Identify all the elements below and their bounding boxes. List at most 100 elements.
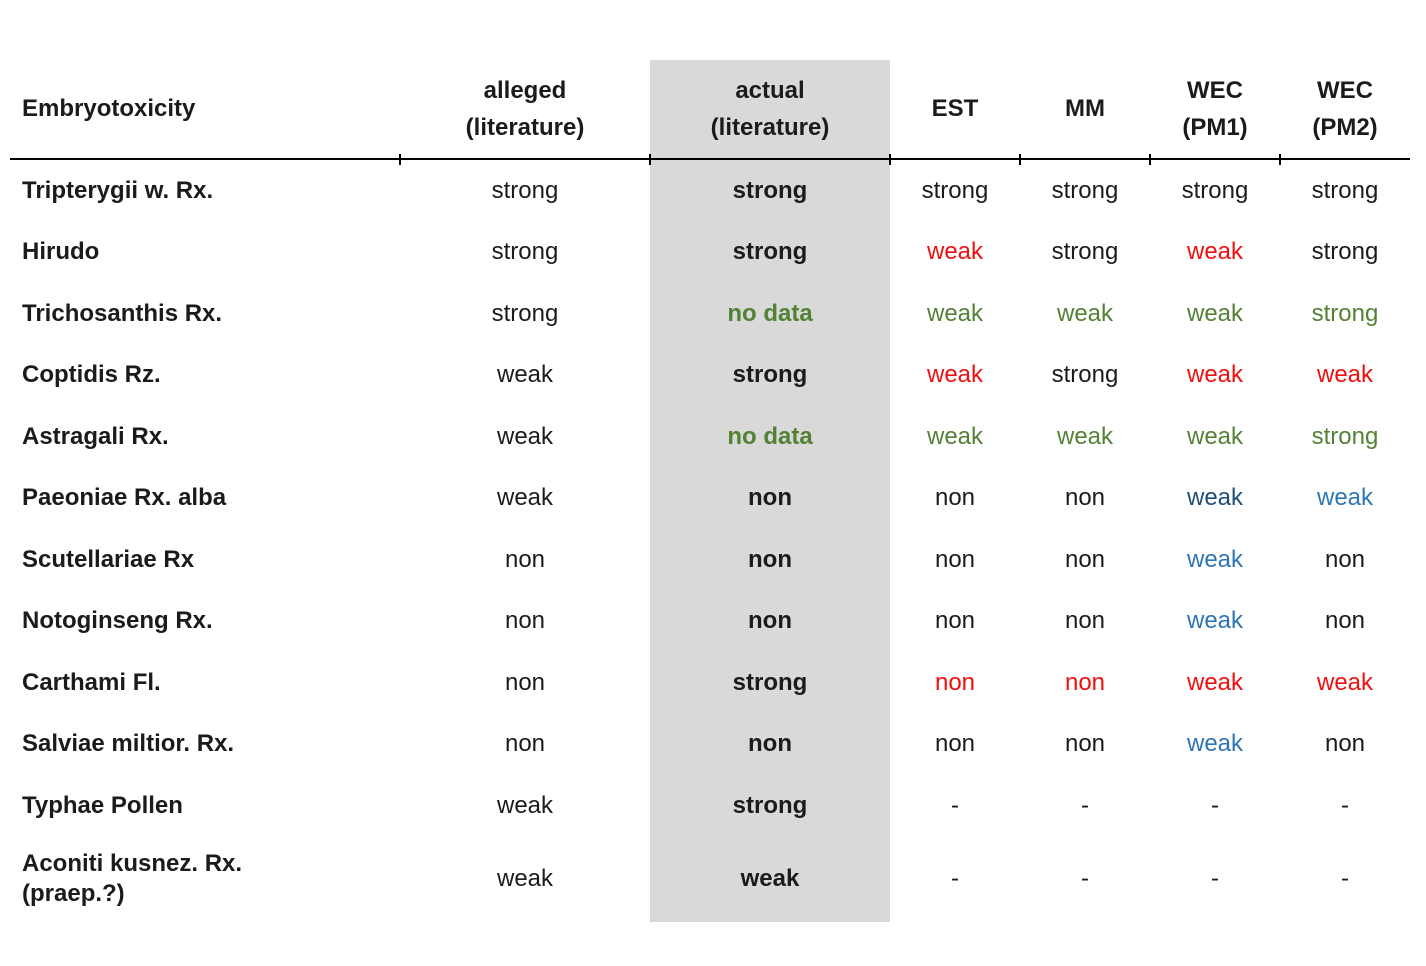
wec-pm2-cell: weak (1316, 668, 1374, 696)
row-name-cell: Salviae miltior. Rx. (10, 714, 400, 776)
mm-cell: weak (1056, 422, 1114, 450)
row-name-cell: Paeoniae Rx. alba (10, 468, 400, 530)
actual-cell: strong (650, 652, 890, 714)
mm-cell: strong (1051, 361, 1119, 389)
row-name-line1: Coptidis Rz. (22, 361, 161, 389)
row-name-cell: Aconiti kusnez. Rx. (praep.?) (10, 837, 400, 923)
wec-pm1-cell: weak (1186, 299, 1244, 327)
alleged-cell: non (504, 730, 546, 758)
alleged-cell: strong (491, 238, 559, 266)
column-boundary-tick (399, 154, 401, 165)
alleged-cell: non (504, 607, 546, 635)
alleged-cell: weak (496, 422, 554, 450)
wec-pm1-cell: - (1211, 791, 1219, 819)
alleged-cell: weak (496, 484, 554, 512)
actual-cell: no data (650, 283, 890, 345)
header-alleged-literature: alleged (literature) (400, 60, 650, 160)
row-name-line1: Trichosanthis Rx. (22, 299, 223, 327)
wec-pm1-cell: weak (1186, 361, 1244, 389)
row-name-line1: Hirudo (22, 238, 100, 266)
column-boundary-tick (1279, 154, 1281, 165)
mm-cell: weak (1056, 299, 1114, 327)
row-name-line1: Aconiti kusnez. Rx. (22, 850, 243, 878)
alleged-cell: weak (496, 865, 554, 893)
actual-cell: strong (650, 160, 890, 222)
row-name-cell: Typhae Pollen (10, 775, 400, 837)
actual-cell: non (650, 713, 890, 775)
wec-pm1-cell: weak (1186, 422, 1244, 450)
wec-pm2-cell: strong (1311, 299, 1379, 327)
actual-cell: weak (650, 836, 890, 922)
alleged-cell: non (504, 545, 546, 573)
wec-pm2-cell: - (1341, 865, 1349, 893)
est-cell: weak (926, 238, 984, 266)
wec-pm1-cell: weak (1186, 668, 1244, 696)
actual-cell: non (650, 529, 890, 591)
row-name-cell: Tripterygii w. Rx. (10, 160, 400, 222)
header-mm: MM (1020, 60, 1150, 160)
row-name-cell: Notoginseng Rx. (10, 591, 400, 653)
wec-pm1-cell: - (1211, 865, 1219, 893)
wec-pm2-cell: strong (1311, 238, 1379, 266)
header-wec-pm2: WEC (PM2) (1280, 60, 1410, 160)
wec-pm2-cell: - (1341, 791, 1349, 819)
table-grid: Embryotoxicity alleged (literature) actu… (10, 60, 1410, 922)
wec-pm2-cell: strong (1311, 176, 1379, 204)
actual-cell: strong (650, 221, 890, 283)
wec-pm1-cell: weak (1186, 238, 1244, 266)
row-name-line1: Carthami Fl. (22, 668, 161, 696)
wec-pm1-cell: strong (1181, 176, 1249, 204)
mm-cell: non (1064, 607, 1106, 635)
row-name-cell: Astragali Rx. (10, 406, 400, 468)
mm-cell: non (1064, 730, 1106, 758)
row-name-line1: Notoginseng Rx. (22, 607, 213, 635)
mm-cell: non (1064, 545, 1106, 573)
mm-cell: non (1064, 484, 1106, 512)
est-cell: non (934, 484, 976, 512)
wec-pm1-cell: weak (1186, 484, 1244, 512)
row-name-line1: Astragali Rx. (22, 422, 169, 450)
wec-pm1-cell: weak (1186, 730, 1244, 758)
header-embryotoxicity-label: Embryotoxicity (22, 95, 196, 123)
row-name-cell: Trichosanthis Rx. (10, 283, 400, 345)
est-cell: strong (921, 176, 989, 204)
row-name-cell: Hirudo (10, 222, 400, 284)
alleged-cell: weak (496, 791, 554, 819)
actual-cell: strong (650, 775, 890, 837)
wec-pm1-cell: weak (1186, 545, 1244, 573)
wec-pm2-cell: weak (1316, 484, 1374, 512)
row-name-cell: Scutellariae Rx (10, 529, 400, 591)
alleged-cell: strong (491, 299, 559, 327)
actual-cell: no data (650, 406, 890, 468)
column-boundary-tick (889, 154, 891, 165)
est-cell: weak (926, 422, 984, 450)
est-cell: non (934, 668, 976, 696)
mm-cell: - (1081, 865, 1089, 893)
column-boundary-tick (649, 154, 651, 165)
header-wec-pm1: WEC (PM1) (1150, 60, 1280, 160)
est-cell: weak (926, 361, 984, 389)
mm-cell: strong (1051, 238, 1119, 266)
row-name-line1: Scutellariae Rx (22, 545, 195, 573)
column-boundary-tick (1149, 154, 1151, 165)
header-embryotoxicity: Embryotoxicity (10, 60, 400, 160)
wec-pm1-cell: weak (1186, 607, 1244, 635)
wec-pm2-cell: non (1324, 730, 1366, 758)
embryotoxicity-table: Embryotoxicity alleged (literature) actu… (10, 60, 1410, 922)
actual-cell: non (650, 590, 890, 652)
alleged-cell: strong (491, 176, 559, 204)
row-name-line1: Typhae Pollen (22, 791, 183, 819)
mm-cell: strong (1051, 176, 1119, 204)
est-cell: non (934, 545, 976, 573)
est-cell: - (951, 865, 959, 893)
alleged-cell: non (504, 668, 546, 696)
mm-cell: non (1064, 668, 1106, 696)
alleged-cell: weak (496, 361, 554, 389)
wec-pm2-cell: weak (1316, 361, 1374, 389)
row-name-line1: Paeoniae Rx. alba (22, 484, 227, 512)
mm-cell: - (1081, 791, 1089, 819)
est-cell: - (951, 791, 959, 819)
wec-pm2-cell: strong (1311, 422, 1379, 450)
row-name-cell: Coptidis Rz. (10, 345, 400, 407)
actual-cell: non (650, 467, 890, 529)
